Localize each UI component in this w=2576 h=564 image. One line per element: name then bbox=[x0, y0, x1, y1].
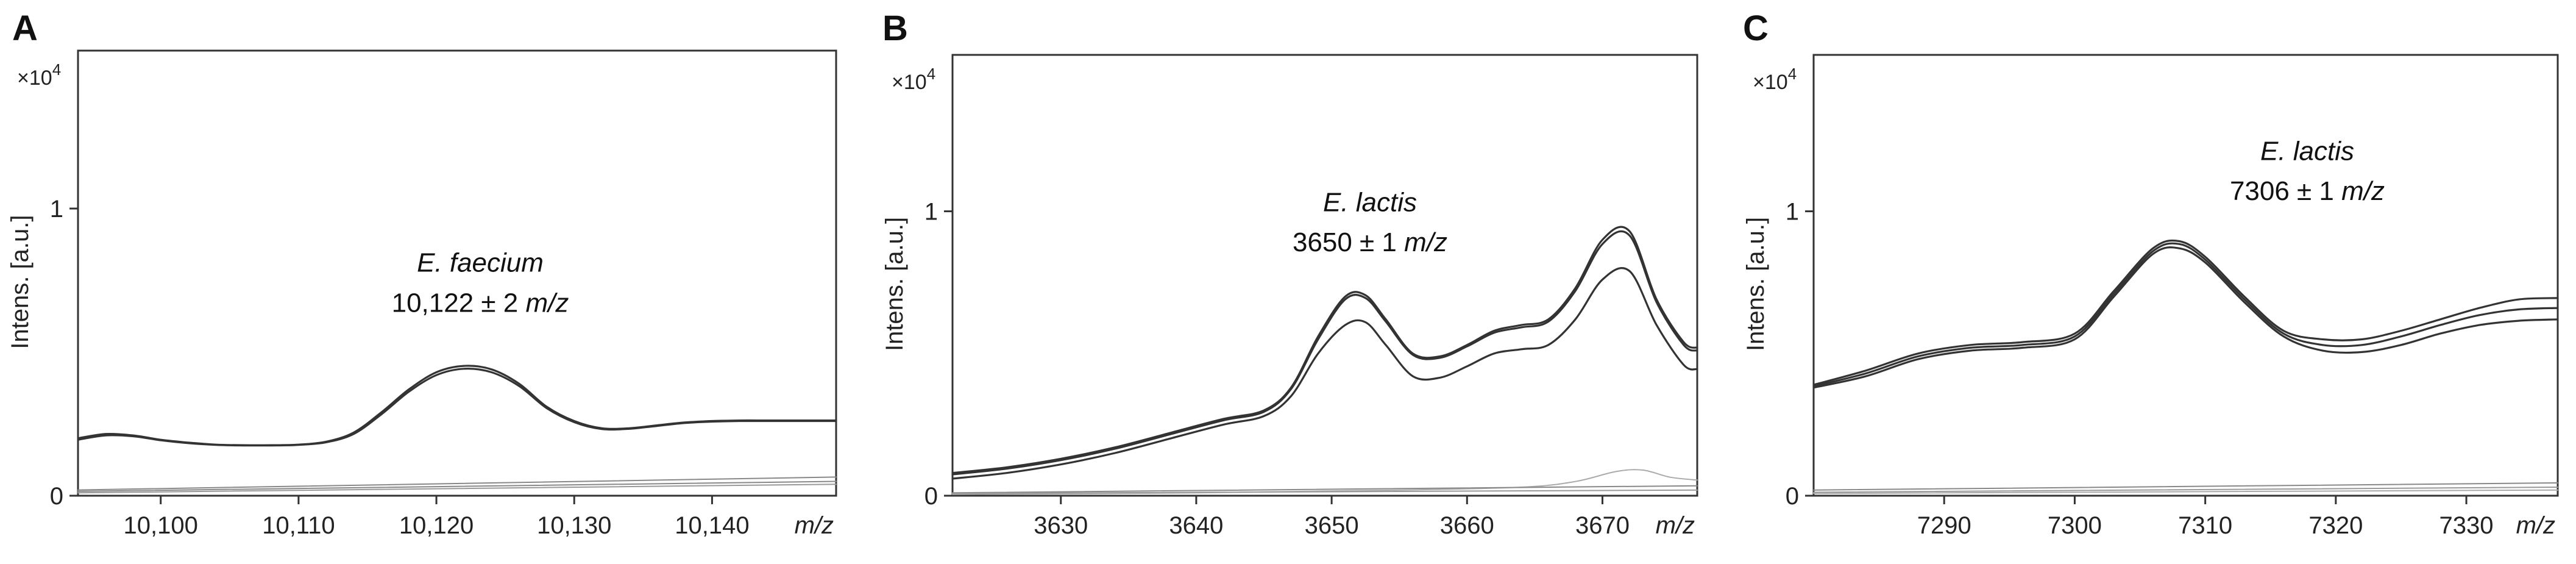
spectrum-trace bbox=[952, 485, 1698, 494]
spectrum-trace bbox=[77, 484, 837, 494]
x-tick-label: 10,120 bbox=[399, 512, 474, 539]
y-tick-label: 1 bbox=[1786, 199, 1799, 226]
x-tick-label: 7330 bbox=[2439, 512, 2494, 539]
plot-frame bbox=[951, 54, 1698, 497]
plot-frame bbox=[1812, 54, 2559, 497]
peak-species-label: E. faecium bbox=[417, 248, 544, 278]
peak-mz-label: 7306 ± 1 m/z bbox=[2230, 176, 2385, 206]
x-tick-label: 7300 bbox=[2048, 512, 2102, 539]
spectrum-trace bbox=[951, 230, 1698, 476]
x-tick-label: 10,130 bbox=[537, 512, 611, 539]
peak-species-label: E. lactis bbox=[1323, 188, 1417, 218]
peak-mz-label: 10,122 ± 2 m/z bbox=[392, 288, 569, 318]
y-tick-label: 0 bbox=[1786, 483, 1799, 510]
x-axis-label: m/z bbox=[795, 512, 834, 539]
x-tick-label: 7310 bbox=[2178, 512, 2232, 539]
x-tick-label: 3630 bbox=[1034, 512, 1088, 539]
x-tick-label: 3660 bbox=[1440, 512, 1494, 539]
spectrum-trace bbox=[1812, 246, 2559, 389]
spectrum-trace bbox=[1813, 489, 2558, 494]
spectrum-trace bbox=[951, 226, 1698, 474]
x-tick-label: 7290 bbox=[1917, 512, 1971, 539]
y-tick-label: 1 bbox=[50, 196, 63, 223]
y-tick-label: 1 bbox=[924, 199, 938, 226]
spectrum-trace bbox=[1812, 239, 2559, 386]
spectrum-trace bbox=[1812, 242, 2559, 387]
y-tick-label: 0 bbox=[50, 483, 63, 510]
x-tick-label: 10,110 bbox=[262, 512, 335, 539]
panel-letter: C bbox=[1743, 9, 1769, 48]
spectrum-trace bbox=[77, 480, 837, 492]
x-tick-label: 3650 bbox=[1305, 512, 1359, 539]
x-axis-label: m/z bbox=[2516, 512, 2555, 539]
panel-c: C ×104 Intens. [a.u.] 0 1 7290 7300 7310 7320 733… bbox=[1742, 9, 2559, 539]
x-axis-label: m/z bbox=[1656, 512, 1695, 539]
spectrum-trace bbox=[77, 368, 837, 447]
peak-mz-label: 3650 ± 1 m/z bbox=[1293, 227, 1447, 257]
spectrum-trace bbox=[951, 267, 1698, 480]
x-tick-label: 7320 bbox=[2308, 512, 2363, 539]
y-tick-label: 0 bbox=[924, 483, 938, 510]
y-axis-label: Intens. [a.u.] bbox=[881, 217, 908, 351]
x-tick-label: 3640 bbox=[1169, 512, 1223, 539]
y-axis-label: Intens. [a.u.] bbox=[7, 215, 34, 349]
x-tick-label: 10,140 bbox=[675, 512, 749, 539]
plot-frame bbox=[77, 49, 837, 497]
spectrum-trace bbox=[77, 365, 837, 446]
spectrum-trace bbox=[1813, 487, 2558, 493]
y-multiplier: ×104 bbox=[892, 65, 935, 94]
spectrum-trace bbox=[1813, 482, 2558, 491]
panel-letter: B bbox=[882, 9, 908, 48]
panel-letter: A bbox=[12, 9, 38, 48]
panel-a: A ×104 Intens. [a.u.] 0 1 10,100 10,110 10,120 1… bbox=[7, 9, 837, 539]
panel-b: B ×104 Intens. [a.u.] 0 1 3630 3640 3650 3660 367… bbox=[881, 9, 1698, 539]
y-axis-label: Intens. [a.u.] bbox=[1742, 217, 1769, 351]
y-multiplier: ×104 bbox=[17, 60, 61, 90]
spectrum-trace bbox=[77, 476, 837, 491]
x-tick-label: 10,100 bbox=[124, 512, 198, 539]
x-tick-label: 3670 bbox=[1575, 512, 1630, 539]
spectrum-trace bbox=[952, 489, 1698, 494]
y-multiplier: ×104 bbox=[1753, 65, 1797, 94]
peak-species-label: E. lactis bbox=[2260, 137, 2354, 166]
